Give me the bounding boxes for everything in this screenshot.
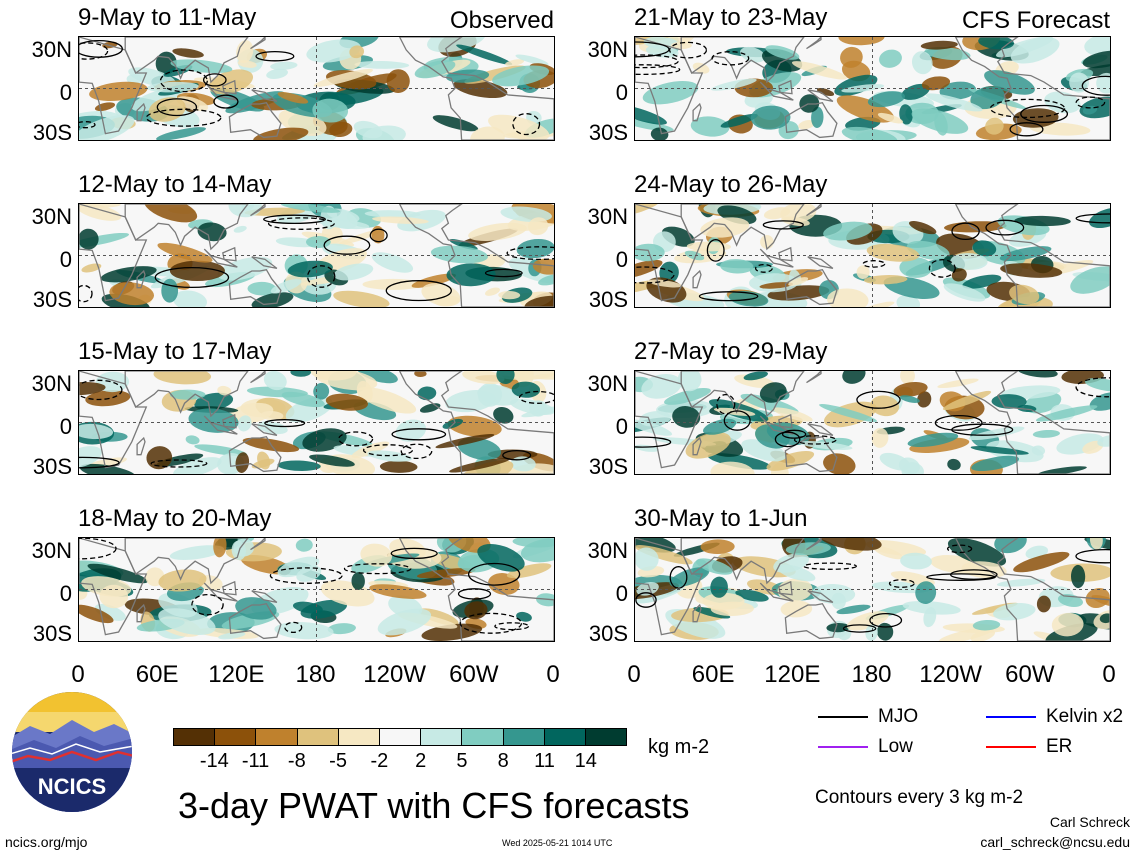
lat-tick-label: 30N (31, 538, 72, 563)
lon-tick-label: 180 (295, 661, 336, 688)
colorbar-swatch (544, 729, 586, 745)
panel-tag: CFS Forecast (961, 7, 1110, 34)
legend-label: Low (878, 736, 913, 757)
lat-tick-label: 30N (31, 37, 72, 62)
lat-tick-label: 30S (32, 454, 72, 479)
lon-tick-label: 120E (764, 661, 821, 688)
colorbar-swatch (215, 729, 257, 745)
lat-tick-label: 30S (32, 621, 72, 646)
lon-tick-label: 120E (208, 661, 265, 688)
pwat-map-panel (634, 203, 1111, 308)
colorbar-tick-label: 2 (415, 750, 427, 772)
lat-tick-label: 0 (59, 414, 72, 439)
logo-text: NCICS (38, 774, 106, 799)
lat-tick-label: 30S (588, 621, 628, 646)
colorbar-swatch (585, 729, 627, 745)
pwat-map-panel (634, 36, 1111, 141)
lon-tick-label: 60W (449, 661, 499, 688)
colorbar-units: kg m-2 (648, 736, 710, 758)
lat-tick-label: 30N (587, 37, 628, 62)
author-name: Carl Schreck (1049, 814, 1130, 830)
panel-title: 21-May to 23-May (634, 4, 828, 31)
lon-tick-label: 0 (71, 661, 85, 688)
ncics-logo: NCICS (10, 690, 134, 814)
lat-tick-label: 0 (615, 581, 628, 606)
panel-title: 18-May to 20-May (78, 505, 272, 532)
pwat-map-panel (78, 36, 555, 141)
lat-tick-label: 0 (615, 414, 628, 439)
lon-tick-label: 60E (135, 661, 179, 688)
colorbar (173, 728, 627, 746)
pwat-map-panel (78, 537, 555, 642)
lon-tick-label: 120W (919, 661, 982, 688)
lat-tick-label: 30S (32, 120, 72, 145)
panel-title: 30-May to 1-Jun (634, 505, 808, 532)
lat-tick-label: 0 (59, 247, 72, 272)
lon-tick-label: 0 (627, 661, 641, 688)
legend-line (986, 746, 1036, 748)
lat-tick-label: 0 (59, 80, 72, 105)
main-title: 3-day PWAT with CFS forecasts (178, 785, 690, 826)
colorbar-swatch (338, 729, 380, 745)
pwat-map-panel (78, 370, 555, 475)
legend-label: MJO (878, 706, 919, 727)
lon-tick-label: 120W (363, 661, 426, 688)
colorbar-tick-label: 5 (456, 750, 468, 772)
lat-tick-label: 0 (615, 80, 628, 105)
pwat-map-panel (78, 203, 555, 308)
author-email: carl_schreck@ncsu.edu (980, 834, 1130, 850)
lat-tick-label: 30N (587, 538, 628, 563)
pwat-map-panel (634, 370, 1111, 475)
pwat-map-panel (634, 537, 1111, 642)
colorbar-tick-label: -11 (241, 750, 270, 772)
lat-tick-label: 30N (31, 204, 72, 229)
colorbar-swatch (256, 729, 298, 745)
colorbar-tick-label: -2 (370, 750, 389, 772)
lon-tick-label: 60E (691, 661, 735, 688)
lat-tick-label: 30S (588, 287, 628, 312)
lat-tick-label: 0 (615, 247, 628, 272)
colorbar-swatch (379, 729, 422, 745)
lon-tick-label: 0 (1102, 661, 1116, 688)
panel-title: 9-May to 11-May (78, 4, 257, 31)
contours-note: Contours every 3 kg m-2 (815, 787, 1024, 808)
panel-title: 12-May to 14-May (78, 171, 272, 198)
legend-line (818, 746, 868, 748)
colorbar-swatch (421, 729, 463, 745)
colorbar-tick-label: 8 (497, 750, 509, 772)
colorbar-swatch (174, 729, 216, 745)
panel-title: 27-May to 29-May (634, 338, 828, 365)
colorbar-swatch (297, 729, 339, 745)
panel-title: 15-May to 17-May (78, 338, 272, 365)
lat-tick-label: 30S (588, 454, 628, 479)
colorbar-tick-label: 11 (534, 750, 555, 772)
colorbar-swatch (503, 729, 545, 745)
timestamp: Wed 2025-05-21 1014 UTC (502, 838, 613, 848)
panel-title: 24-May to 26-May (634, 171, 828, 198)
lat-tick-label: 30S (32, 287, 72, 312)
lat-tick-label: 30N (31, 371, 72, 396)
colorbar-tick-label: 14 (574, 750, 597, 772)
lon-tick-label: 60W (1005, 661, 1055, 688)
legend-line (818, 716, 868, 718)
legend-label: ER (1046, 736, 1073, 757)
lat-tick-label: 0 (59, 581, 72, 606)
lat-tick-label: 30N (587, 204, 628, 229)
lat-tick-label: 30N (587, 371, 628, 396)
colorbar-tick-label: -14 (199, 750, 229, 772)
colorbar-swatch (462, 729, 504, 745)
colorbar-tick-label: -5 (329, 750, 347, 772)
lon-tick-label: 180 (851, 661, 892, 688)
lon-tick-label: 0 (546, 661, 560, 688)
site-link[interactable]: ncics.org/mjo (5, 834, 88, 850)
panel-tag: Observed (449, 7, 554, 34)
legend-label: Kelvin x2 (1046, 706, 1124, 727)
colorbar-tick-label: -8 (287, 750, 306, 772)
legend-line (986, 716, 1036, 718)
lat-tick-label: 30S (588, 120, 628, 145)
